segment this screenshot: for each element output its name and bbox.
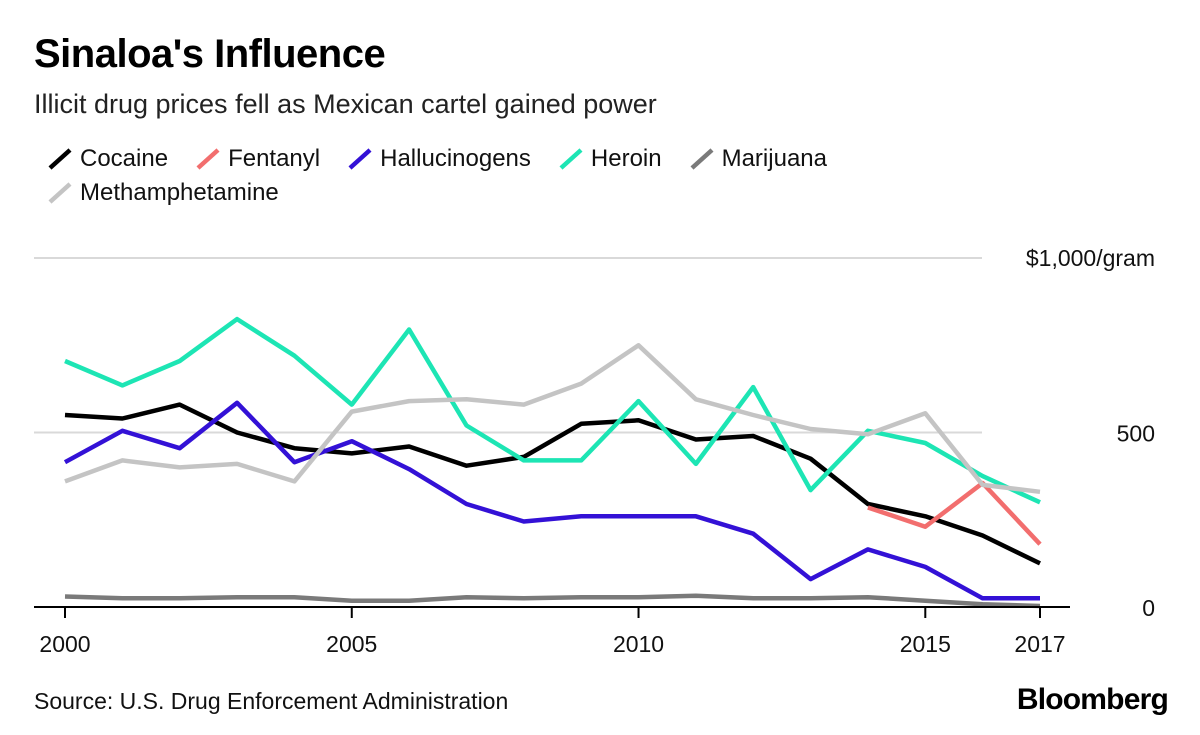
x-tick-label: 2015 <box>900 631 951 657</box>
legend-item-marijuana: Marijuana <box>690 145 827 173</box>
x-tick-label: 2000 <box>39 631 90 657</box>
series-line-heroin <box>64 316 1041 505</box>
chart-legend: Cocaine Fentanyl Hallucinogens Heroin Mariju… <box>48 142 1048 210</box>
legend-swatch-icon <box>690 148 714 170</box>
legend-item-methamphetamine: Methamphetamine <box>48 179 279 207</box>
legend-swatch-icon <box>48 148 72 170</box>
series-line-cocaine <box>64 402 1041 566</box>
legend-label: Cocaine <box>80 145 169 172</box>
chart-subtitle: Illicit drug prices fell as Mexican cart… <box>34 89 657 119</box>
x-tick-label: 2005 <box>326 631 377 657</box>
series-line-marijuana <box>64 593 1041 609</box>
legend-item-fentanyl: Fentanyl <box>196 145 320 173</box>
legend-swatch-icon <box>196 148 220 170</box>
legend-swatch-icon <box>559 148 583 170</box>
legend-item-cocaine: Cocaine <box>48 145 168 173</box>
x-tick-label: 2017 <box>1014 631 1065 657</box>
series-layer <box>63 316 1042 609</box>
y-tick-label: 500 <box>1117 421 1155 447</box>
grid-layer <box>34 257 982 434</box>
legend-label: Fentanyl <box>228 145 321 172</box>
legend-row: Cocaine Fentanyl Hallucinogens Heroin Mariju… <box>48 142 1048 176</box>
legend-item-heroin: Heroin <box>559 145 662 173</box>
legend-swatch-icon <box>348 148 372 170</box>
legend-label: Hallucinogens <box>380 145 531 172</box>
bloomberg-logo: Bloomberg <box>1016 683 1169 716</box>
legend-row: Methamphetamine <box>48 176 1048 210</box>
chart-title: Sinaloa's Influence <box>34 32 386 76</box>
source-note: Source: U.S. Drug Enforcement Administra… <box>34 688 509 714</box>
series-line-fentanyl <box>867 480 1042 546</box>
series-line-hallucinogens <box>63 400 1040 601</box>
legend-item-hallucinogens: Hallucinogens <box>348 145 531 173</box>
legend-label: Marijuana <box>721 145 827 172</box>
legend-label: Methamphetamine <box>80 179 279 206</box>
legend-label: Heroin <box>590 145 662 172</box>
x-tick-label: 2010 <box>613 631 664 657</box>
y-tick-label: 0 <box>1142 595 1155 621</box>
legend-swatch-icon <box>48 182 72 204</box>
y-tick-label: $1,000/gram <box>1026 245 1155 271</box>
axis-layer: 0 500 $1,000/gram 2000 2005 2010 2015 2017 <box>34 245 1155 657</box>
series-line-methamphetamine <box>64 343 1041 495</box>
